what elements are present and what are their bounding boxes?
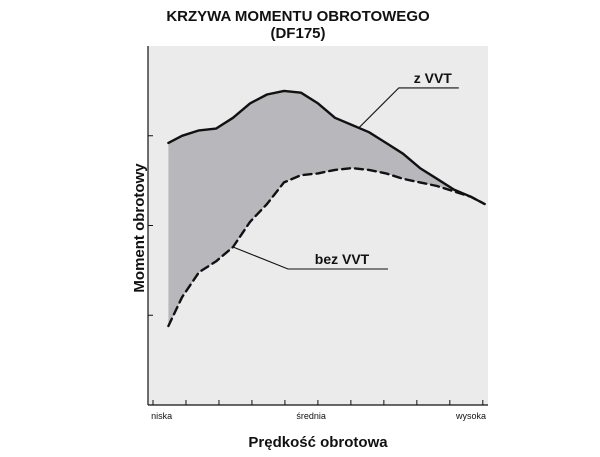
- gap-fill-area: [168, 90, 485, 327]
- x-tick-label: średnia: [296, 411, 326, 421]
- x-tick-label: wysoka: [455, 411, 486, 421]
- x-tick-label: niska: [151, 411, 172, 421]
- chart-title-line1: KRZYWA MOMENTU OBROTOWEGO: [166, 8, 430, 25]
- series-line-bez-vvt: [167, 166, 486, 328]
- chart-marks: z VVT bez VVT: [167, 70, 486, 328]
- annotation-leader-z-vvt: [358, 87, 459, 129]
- chart-title-line2: (DF175): [270, 25, 325, 42]
- chart-axes: niska średnia wysoka: [147, 46, 488, 421]
- annotation-leader-bez-vvt: [232, 246, 388, 270]
- y-axis-label: Moment obrotowy: [131, 163, 148, 293]
- annotation-label-z-vvt: z VVT: [414, 70, 453, 86]
- series-line-z-vvt: [167, 89, 486, 206]
- x-axis-label: Prędkość obrotowa: [248, 434, 388, 451]
- annotation-label-bez-vvt: bez VVT: [315, 251, 370, 267]
